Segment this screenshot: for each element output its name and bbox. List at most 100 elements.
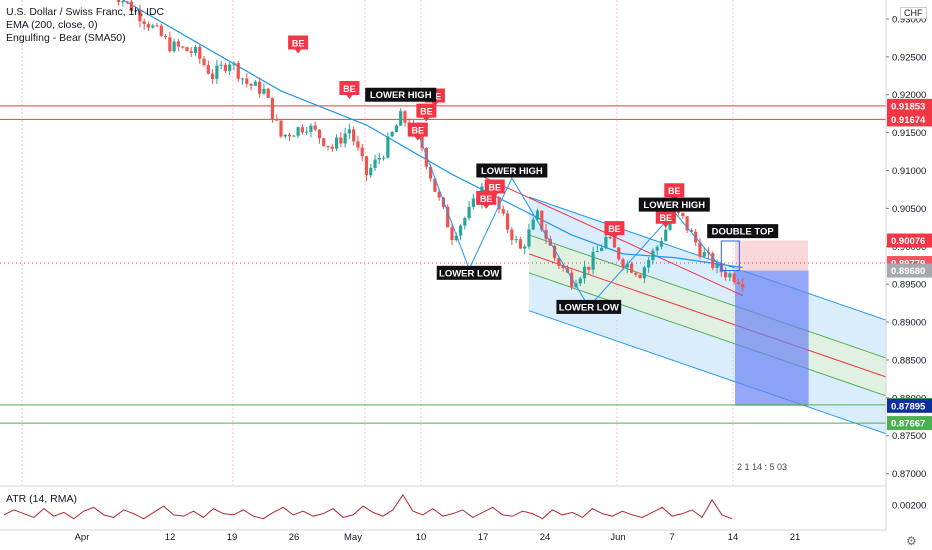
be-marker: BE bbox=[416, 103, 437, 122]
candle-body bbox=[142, 21, 146, 25]
candle-body bbox=[394, 125, 399, 133]
candle-body bbox=[189, 51, 193, 53]
candle-body bbox=[629, 263, 634, 273]
price-tag: 0.90076 bbox=[887, 233, 932, 248]
be-marker-shape bbox=[407, 122, 428, 141]
annotation-bg bbox=[556, 299, 622, 314]
candle-body bbox=[360, 147, 364, 157]
legend-ema[interactable]: EMA (200, close, 0) bbox=[6, 19, 98, 31]
price-tag-label: 0.87895 bbox=[891, 401, 926, 412]
annotation-text: LOWER HIGH bbox=[643, 200, 705, 211]
short-target-fill bbox=[735, 270, 809, 406]
candle-body bbox=[129, 1, 133, 12]
candle-body bbox=[339, 137, 343, 144]
time-tick-label: 7 bbox=[669, 532, 674, 543]
price-tag: 0.91674 bbox=[887, 112, 932, 127]
candle-body bbox=[591, 251, 595, 270]
price-tag-bg bbox=[887, 112, 932, 127]
candle-body bbox=[236, 63, 240, 79]
price-tick-label: 0.89000 bbox=[892, 318, 926, 329]
candle-body bbox=[446, 206, 450, 228]
candle-body bbox=[505, 213, 510, 230]
candle-body bbox=[249, 83, 253, 86]
time-tick-label: 12 bbox=[165, 532, 176, 543]
price-tag-label: 0.87667 bbox=[891, 419, 925, 430]
candle-body bbox=[600, 247, 604, 252]
be-marker-shape bbox=[416, 103, 437, 122]
be-marker-shape bbox=[484, 179, 505, 198]
candle-body bbox=[612, 238, 617, 248]
price-tick-label: 0.89500 bbox=[892, 280, 926, 291]
candle-body bbox=[283, 134, 287, 137]
candle-body bbox=[116, 0, 121, 2]
gear-icon[interactable]: ⚙ bbox=[906, 534, 917, 548]
candle-body bbox=[570, 272, 574, 288]
annotation-bg bbox=[476, 163, 548, 178]
candle-body bbox=[232, 63, 236, 65]
candle-body bbox=[172, 41, 176, 52]
annotation-label: DOUBLE TOP bbox=[707, 224, 779, 239]
candle-body bbox=[578, 278, 582, 284]
price-tag-bg bbox=[887, 263, 932, 278]
candle-body bbox=[664, 229, 668, 242]
atr-line bbox=[3, 493, 733, 520]
candle-body bbox=[262, 88, 266, 94]
candle-body bbox=[642, 267, 646, 279]
price-tag-label: 0.89680 bbox=[891, 266, 925, 277]
price-tick-label: 0.92000 bbox=[892, 90, 926, 101]
candle-body bbox=[604, 236, 608, 248]
annotation-label: LOWER HIGH bbox=[638, 197, 710, 212]
be-marker: BE bbox=[407, 122, 428, 141]
candle-body bbox=[689, 230, 693, 232]
candle-body bbox=[356, 141, 360, 148]
price-tag-label: 0.90076 bbox=[891, 236, 925, 247]
be-marker: BE bbox=[664, 183, 685, 202]
candle-body bbox=[527, 229, 531, 247]
annotation-text: LOWER LOW bbox=[439, 268, 499, 279]
candle-body bbox=[647, 260, 651, 268]
candle-body bbox=[523, 246, 527, 249]
candle-body bbox=[245, 78, 249, 84]
candle-body bbox=[463, 217, 467, 226]
candle-body bbox=[168, 37, 172, 52]
be-marker-label: BE bbox=[343, 84, 356, 94]
candle-body bbox=[347, 129, 351, 134]
candle-body bbox=[193, 46, 198, 53]
price-tag-label: 0.91853 bbox=[891, 101, 925, 112]
price-tick-label: 0.92500 bbox=[892, 52, 926, 63]
time-tick-label: 26 bbox=[289, 532, 300, 543]
candle-body bbox=[386, 136, 390, 158]
candle-body bbox=[270, 97, 275, 120]
candle-body bbox=[176, 41, 180, 47]
price-tick-label: 0.91500 bbox=[892, 128, 926, 139]
price-tag: 0.91853 bbox=[887, 98, 932, 113]
candle-body bbox=[587, 266, 591, 270]
price-tick-label: 0.90500 bbox=[892, 204, 926, 215]
candle-body bbox=[275, 119, 279, 121]
atr-legend[interactable]: ATR (14, RMA) bbox=[6, 493, 77, 505]
currency-badge[interactable]: CHF bbox=[900, 7, 927, 19]
candle-body bbox=[514, 239, 518, 241]
legend-symbol[interactable]: U.S. Dollar / Swiss Franc, 1h, IDC bbox=[6, 6, 165, 18]
candle-body bbox=[352, 129, 356, 142]
be-marker: BE bbox=[484, 179, 505, 198]
price-tag-bg bbox=[887, 98, 932, 113]
candle-body bbox=[326, 145, 330, 147]
price-tick-label: 0.91000 bbox=[892, 166, 926, 177]
candle-body bbox=[382, 157, 386, 159]
legend-engulfing[interactable]: Engulfing - Bear (SMA50) bbox=[6, 32, 126, 44]
time-tick-label: 21 bbox=[790, 532, 801, 543]
candle-body bbox=[313, 125, 317, 130]
price-tag: 0.89680 bbox=[887, 263, 932, 278]
price-tick-label: 0.87000 bbox=[892, 469, 926, 480]
be-marker: BE bbox=[288, 35, 309, 54]
candle-body bbox=[467, 206, 471, 218]
candle-body bbox=[181, 46, 185, 48]
price-tag-label: 0.91674 bbox=[891, 115, 926, 126]
candle-body bbox=[125, 1, 129, 3]
candle-body bbox=[681, 212, 685, 217]
candle-body bbox=[711, 253, 715, 268]
candle-body bbox=[334, 137, 339, 149]
be-marker: BE bbox=[655, 209, 676, 228]
